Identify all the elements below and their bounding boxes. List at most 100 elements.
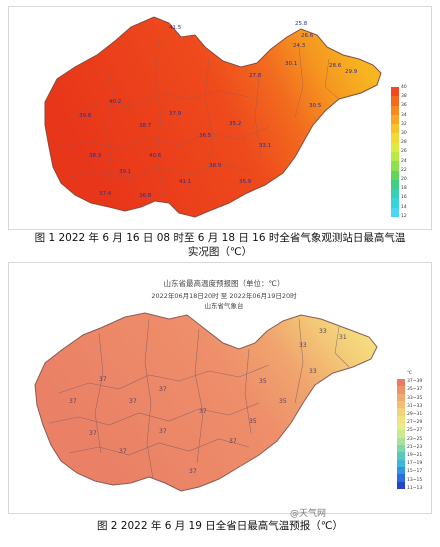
forecast-legend-swatch <box>397 474 405 482</box>
station-value-label: 37.4 <box>99 191 112 197</box>
forecast-value-label: 31 <box>339 334 347 341</box>
forecast-legend-label: 11~13 <box>407 485 423 491</box>
observed-legend-label: 20 <box>401 177 407 183</box>
observed-legend-label: 22 <box>401 167 407 173</box>
observed-legend-swatch <box>391 133 399 143</box>
station-value-label: 30.5 <box>309 103 322 109</box>
watermark-text: @天气网 <box>290 509 327 519</box>
observed-legend-label: 26 <box>401 149 407 155</box>
forecast-value-label: 35 <box>279 398 287 405</box>
forecast-legend-swatch <box>397 400 405 409</box>
station-value-label: 28.6 <box>329 63 342 69</box>
forecast-legend-swatch <box>397 393 405 401</box>
forecast-legend-swatch <box>397 422 405 431</box>
forecast-value-label: 37 <box>159 428 167 435</box>
station-value-label: 39.8 <box>79 113 92 119</box>
county-borders <box>58 36 340 198</box>
figure1-caption: 图 1 2022 年 6 月 16 日 08 时至 6 月 18 日 16 时全… <box>0 231 440 259</box>
observed-legend-swatch <box>391 87 399 97</box>
forecast-map-subtitle: 2022年06月18日20时 至 2022年06月19日20时 <box>151 292 297 300</box>
station-value-label: 24.3 <box>293 43 306 49</box>
observed-legend-swatch <box>391 161 399 171</box>
forecast-legend-label: 21~23 <box>407 444 423 450</box>
observed-legend-swatch <box>391 179 399 190</box>
forecast-legend-label: 35~37 <box>407 387 423 393</box>
observed-legend-label: 28 <box>401 140 407 146</box>
station-value-labels: 25.8 26.6 24.3 30.1 27.8 41.5 28.629.9 30.5 39.8… <box>79 21 358 199</box>
observed-legend-label: 38 <box>401 94 407 100</box>
forecast-legend-label: 37~39 <box>407 379 423 385</box>
forecast-legend-label: ℃ <box>407 371 413 376</box>
forecast-legend-swatch <box>397 481 405 489</box>
observed-legend-swatch <box>391 96 399 106</box>
forecast-value-label: 33 <box>319 328 327 335</box>
forecast-value-label: 37 <box>89 430 97 437</box>
forecast-value-label: 37 <box>199 408 207 415</box>
forecast-legend-swatch <box>397 452 405 460</box>
forecast-legend-label: 27~29 <box>407 420 423 426</box>
station-value-label: 35.2 <box>229 121 241 127</box>
observed-legend-swatch <box>391 189 399 199</box>
figure2-caption: 图 2 2022 年 6 月 19 日全省日最高气温预报（℃） <box>96 520 344 532</box>
forecast-legend <box>397 379 405 489</box>
station-value-label: 36.8 <box>139 193 152 199</box>
station-value-label: 27.8 <box>249 73 262 79</box>
station-value-label: 29.9 <box>345 69 358 75</box>
station-value-label: 33.1 <box>259 143 271 149</box>
observed-map-svg: 25.8 26.6 24.3 30.1 27.8 41.5 28.629.9 30.5 39.8… <box>44 16 382 218</box>
forecast-legend-swatch <box>397 415 405 423</box>
observed-legend-swatch <box>391 114 399 125</box>
station-value-label: 38.3 <box>89 153 102 159</box>
forecast-value-label: 37 <box>99 376 107 383</box>
station-value-label: 30.1 <box>285 61 297 67</box>
station-value-label: 41.5 <box>169 25 182 31</box>
forecast-legend-swatch <box>397 437 405 445</box>
observed-legend-label: 36 <box>401 103 407 109</box>
forecast-value-label: 33 <box>309 368 317 375</box>
station-value-label: 25.8 <box>295 21 308 27</box>
forecast-value-label: 37 <box>119 448 127 455</box>
observed-legend-swatch <box>391 207 399 217</box>
forecast-legend-swatch <box>397 430 405 438</box>
observed-legend-label: 32 <box>401 121 407 127</box>
station-value-label: 41.1 <box>179 179 191 185</box>
forecast-value-labels: 37 37 37 37 37 37 37 37 35 33 31 33 35 37 37 35 33 <box>69 328 347 475</box>
observed-legend-label: 34 <box>401 112 407 118</box>
forecast-legend-label: 33~35 <box>407 395 423 401</box>
observed-legend-label: 12 <box>401 213 407 219</box>
observed-legend-label: 30 <box>401 131 407 137</box>
observed-legend-label: 40 <box>401 85 407 90</box>
forecast-legend-label: 25~27 <box>407 428 423 434</box>
forecast-map-svg: 37 37 37 37 37 37 37 37 35 33 31 33 35 37 37 35 33 <box>34 312 378 492</box>
forecast-legend-label: 31~33 <box>407 403 423 409</box>
forecast-map-issuer: 山东省气象台 <box>204 302 244 310</box>
shandong-forecast-shape <box>34 312 378 492</box>
forecast-value-label: 37 <box>229 438 237 445</box>
station-value-label: 37.9 <box>169 111 182 117</box>
forecast-map-title: 山东省最高温度预报图（单位：℃） <box>163 279 285 288</box>
forecast-legend-swatch <box>397 379 405 387</box>
observed-legend-swatch <box>391 142 399 152</box>
observed-legend <box>391 87 399 217</box>
observed-legend-swatch <box>391 105 399 115</box>
forecast-value-label: 37 <box>189 468 197 475</box>
observed-legend-label: 18 <box>401 186 407 192</box>
station-value-label: 40.2 <box>109 99 121 105</box>
forecast-legend-label: 29~31 <box>407 412 423 418</box>
forecast-legend-swatch <box>397 444 405 453</box>
forecast-temperature-map: 山东省最高温度预报图（单位：℃） 2022年06月18日20时 至 2022年0… <box>8 262 432 514</box>
forecast-legend-swatch <box>397 459 405 467</box>
station-value-label: 38.9 <box>209 163 222 169</box>
shandong-province-shape <box>44 16 382 218</box>
observed-legend-labels: 40 38 36 34 32 30 28 26 24 22 20 18 16 14 12 <box>401 85 407 219</box>
station-value-label: 39.1 <box>119 169 131 175</box>
observed-legend-label: 16 <box>401 195 407 201</box>
forecast-value-label: 35 <box>259 378 267 385</box>
forecast-legend-swatch <box>397 408 405 416</box>
observed-legend-label: 24 <box>401 158 407 164</box>
station-value-label: 40.6 <box>149 153 162 159</box>
forecast-legend-swatch <box>397 466 405 475</box>
forecast-legend-label: 19~21 <box>407 453 423 459</box>
observed-legend-swatch <box>391 151 399 162</box>
observed-legend-label: 14 <box>401 204 407 210</box>
